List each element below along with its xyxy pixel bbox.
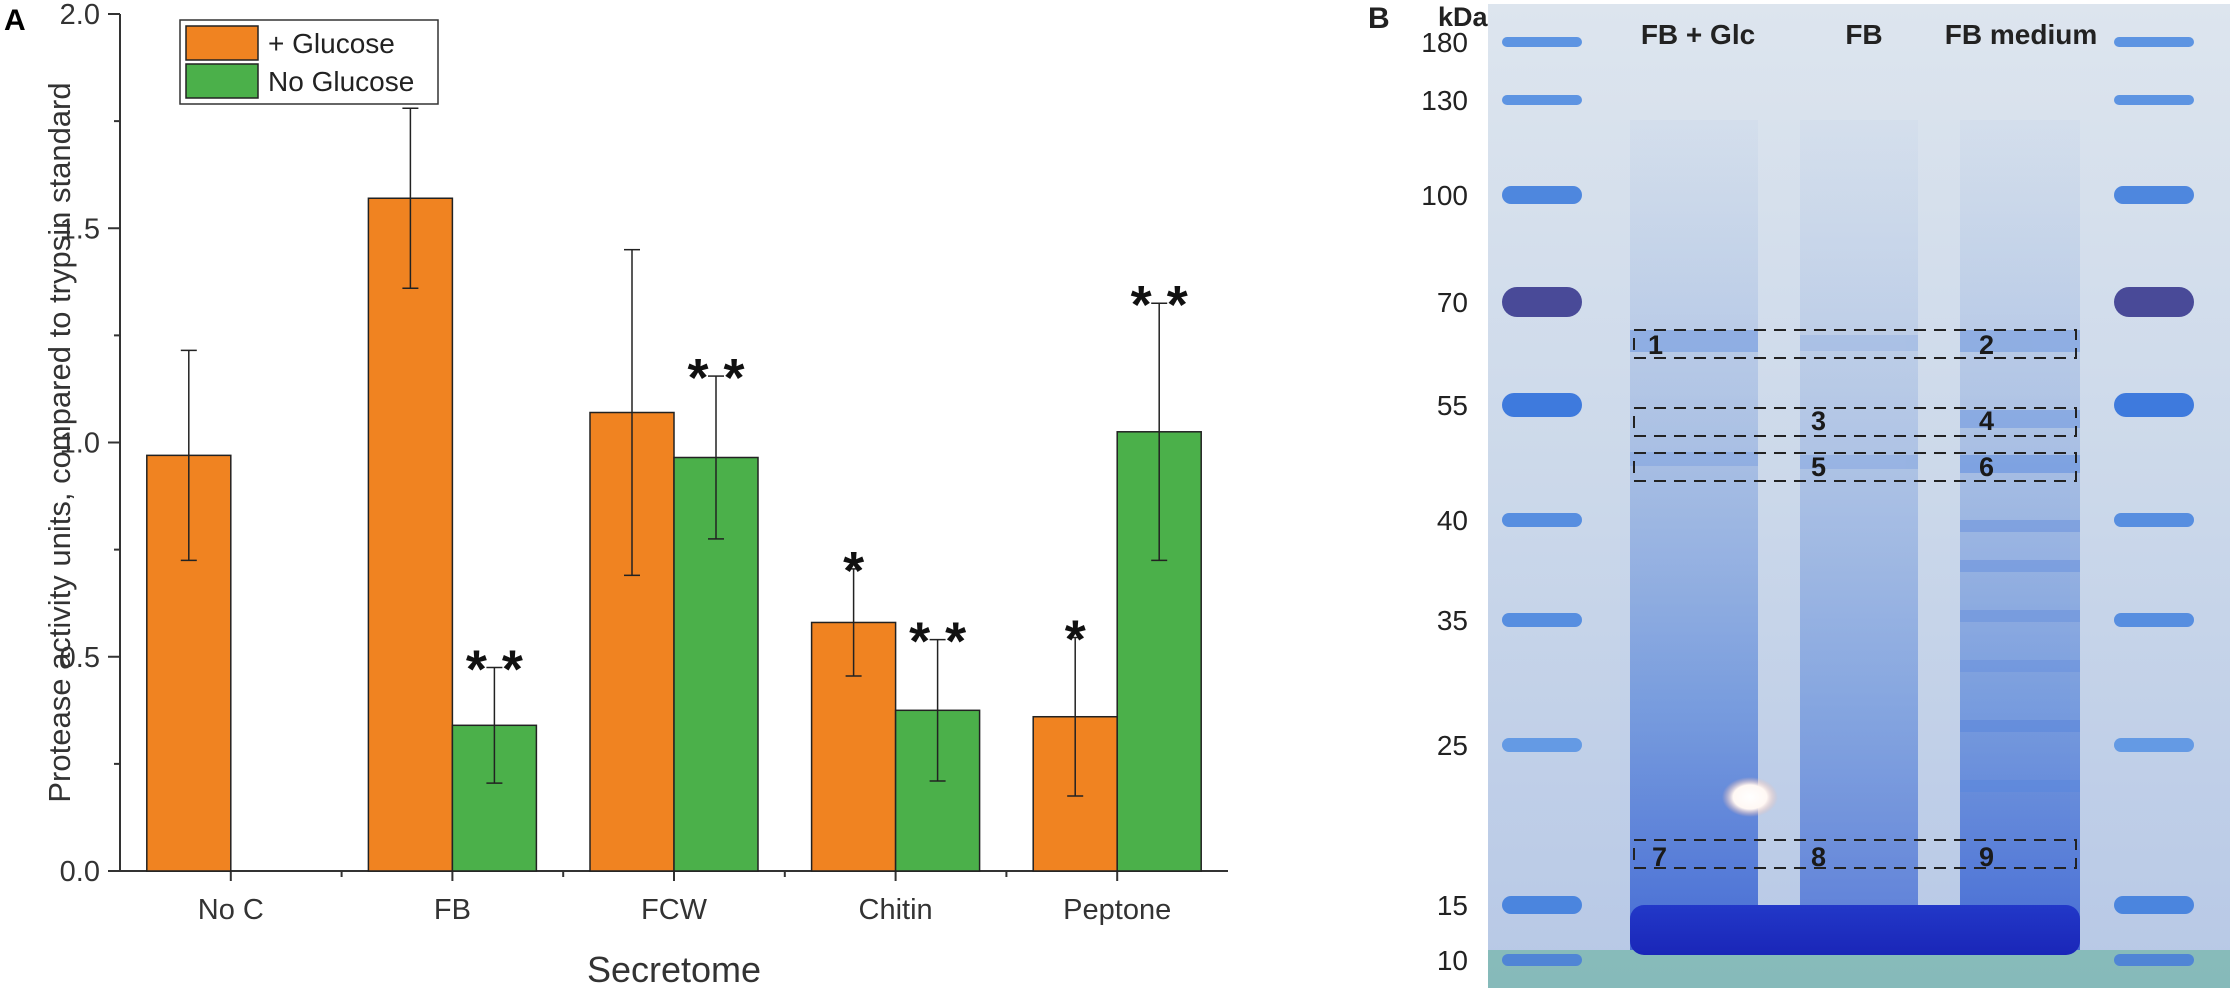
band-box-3: 3 [1811,406,1826,436]
y-tick-label: 0.5 [60,642,100,674]
legend-swatch [185,63,259,99]
band-box-9: 9 [1979,842,1994,872]
marker-band [2114,393,2194,417]
significance-marker: * * [687,348,744,408]
marker-band [1502,95,1582,105]
marker-band [1502,896,1582,914]
x-tick-label: Chitin [859,894,933,926]
legend: + Glucose No Glucose [179,19,439,105]
protease-activity-chart: A 0.0 0.5 1.0 1.5 2.0 No C FB * * FCW * * Chitin * *… [4,0,1228,988]
legend-swatch [185,25,259,61]
gel-dye-front [1488,950,2230,988]
lane-label-fb: FB [1845,19,1882,50]
marker-band [2114,738,2194,752]
significance-marker: * [843,541,864,601]
legend-label: No Glucose [268,66,414,97]
x-axis-title: Secretome [587,949,761,988]
marker-band [1502,738,1582,752]
marker-band [1502,954,1582,966]
marker-band [2114,186,2194,204]
marker-band [1502,287,1582,317]
lane-fb-medium-smear [1960,120,2080,950]
band-box-5: 5 [1811,452,1826,482]
kda-marker-label: 55 [1437,390,1468,421]
y-tick-label: 1.5 [60,213,100,245]
band-box-6: 6 [1979,452,1994,482]
panel-a-letter: A [4,4,26,37]
marker-band [1502,37,1582,47]
x-tick-label: Peptone [1063,894,1171,926]
marker-band [2114,37,2194,47]
lane-fb-glc-smear [1630,120,1758,950]
kda-marker-label: 35 [1437,605,1468,636]
band-box-2: 2 [1979,330,1994,360]
marker-band [2114,95,2194,105]
marker-ladder-left [1502,37,1582,966]
significance-marker: * * [909,612,966,672]
marker-band [2114,896,2194,914]
band-box-4: 4 [1979,406,1994,436]
kda-marker-label: 130 [1421,85,1468,116]
band-box-8: 8 [1811,842,1826,872]
bar--glucose-fb [367,197,454,872]
band-box-7: 7 [1652,842,1667,872]
bottom-band [1630,905,2080,955]
marker-band [2114,513,2194,527]
lane-label-fb-glc: FB + Glc [1641,19,1755,50]
band-box-1: 1 [1648,330,1663,360]
x-tick-label: FB [434,894,471,926]
panel-b-letter: B [1368,2,1390,35]
lane-fb-smear [1800,120,1918,950]
kda-marker-label: 40 [1437,505,1468,536]
kda-marker-label: 180 [1421,27,1468,58]
marker-ladder-right [2114,37,2194,966]
y-tick-label: 0.0 [60,856,100,888]
significance-marker: * * [466,639,523,699]
kda-unit-label: kDa [1438,2,1489,32]
y-tick-label: 1.0 [60,428,100,460]
kda-marker-label: 25 [1437,730,1468,761]
y-axis-title: Protease activity units, compared to try… [42,82,77,802]
kda-marker-label: 15 [1437,890,1468,921]
legend-label: + Glucose [268,28,395,59]
significance-marker: * [1065,609,1086,669]
marker-band [1502,186,1582,204]
marker-band [2114,287,2194,317]
marker-band [1502,393,1582,417]
lane-bands [1630,330,2080,792]
band-boxes [1633,329,2077,869]
kda-marker-label: 100 [1421,180,1468,211]
significance-marker: * * [1131,275,1188,335]
lane-label-fb-medium: FB medium [1945,19,2097,50]
marker-band [2114,613,2194,627]
kda-marker-label: 10 [1437,945,1468,976]
glare-spot [1722,777,1778,817]
marker-band [1502,613,1582,627]
y-tick-label: 2.0 [60,0,100,31]
marker-band [1502,513,1582,527]
x-tick-label: No C [198,894,264,926]
x-tick-label: FCW [641,894,708,926]
kda-marker-label: 70 [1437,287,1468,318]
marker-band [2114,954,2194,966]
